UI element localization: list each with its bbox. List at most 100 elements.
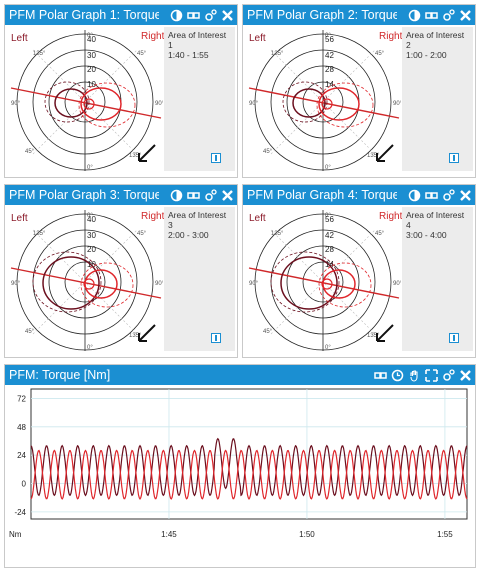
close-icon[interactable]: [459, 189, 472, 202]
settings-icon[interactable]: [204, 8, 217, 22]
settings-icon[interactable]: [442, 188, 455, 202]
angle-label: 90°: [155, 281, 163, 287]
polar-panel-title: PFM Polar Graph 2: Torque [Nm] - Le: [247, 8, 397, 22]
close-icon[interactable]: [459, 9, 472, 22]
right-loop-dashed: [78, 82, 136, 128]
torque-panel: PFM: Torque [Nm] 72 48 24 0 -24 1:45 1:50 1:55 N…: [4, 364, 476, 568]
r-tick-label: 28: [325, 245, 334, 254]
area-of-interest-box: Area of Interest 1 1:40 - 1:55: [164, 27, 235, 171]
time-range: 1:40 - 1:55: [168, 50, 209, 60]
angle-label: 0°: [325, 165, 331, 171]
area-of-interest-box: Area of Interest 3 2:00 - 3:00: [164, 207, 235, 351]
center-loop: [83, 278, 95, 290]
left-loop-dashed: [270, 251, 340, 313]
right-loop-dashed: [318, 262, 372, 308]
close-icon[interactable]: [459, 369, 472, 382]
force-axis-line: [10, 87, 162, 119]
angle-label: 135°: [129, 333, 142, 339]
close-icon[interactable]: [221, 189, 234, 202]
polar-panel-title: PFM Polar Graph 3: Torque [Nm] - Le: [9, 188, 159, 202]
direction-arrow-icon: [138, 144, 156, 162]
right-loop: [318, 87, 360, 121]
y-tick-label: 0: [22, 480, 27, 489]
time-range: 2:00 - 3:00: [168, 230, 209, 240]
torque-panel-title: PFM: Torque [Nm]: [9, 368, 111, 382]
r-tick-label: 56: [325, 215, 334, 224]
force-axis-line: [10, 267, 162, 299]
close-icon[interactable]: [221, 9, 234, 22]
area-label: Area of Interest 3: [168, 210, 227, 230]
r-tick-label: 42: [325, 231, 334, 240]
angle-label: 90°: [249, 281, 259, 287]
angle-label: 90°: [155, 101, 163, 107]
y-axis-label: Nm: [9, 530, 22, 539]
link-icon[interactable]: [425, 189, 438, 202]
polar-panel-header: PFM Polar Graph 4: Torque [Nm] - Le: [243, 185, 475, 205]
info-icon[interactable]: [211, 333, 221, 343]
center-loop: [321, 278, 333, 290]
link-icon[interactable]: [187, 9, 200, 22]
settings-icon[interactable]: [442, 8, 455, 22]
clock-icon[interactable]: [391, 369, 404, 382]
angle-label: 90°: [249, 101, 259, 107]
angle-label: 45°: [137, 51, 147, 57]
angle-label: 45°: [25, 329, 35, 335]
force-axis-line: [248, 267, 400, 299]
right-loop: [322, 269, 356, 299]
r-tick-label: 30: [87, 231, 96, 240]
right-label: Right: [141, 211, 165, 222]
angle-label: 135°: [129, 153, 142, 159]
contrast-icon[interactable]: [408, 189, 421, 202]
left-label: Left: [249, 33, 266, 44]
link-icon[interactable]: [374, 369, 387, 382]
left-loop-dashed: [32, 251, 102, 313]
r-tick-label: 20: [87, 245, 96, 254]
direction-arrow-icon: [138, 324, 156, 342]
right-loop: [84, 269, 118, 299]
link-icon[interactable]: [187, 189, 200, 202]
right-label: Right: [379, 31, 403, 42]
contrast-icon[interactable]: [408, 9, 421, 22]
y-tick-label: 24: [17, 451, 26, 460]
y-tick-label: 72: [17, 394, 26, 403]
angle-label: 0°: [325, 33, 331, 39]
info-icon[interactable]: [449, 153, 459, 163]
link-icon[interactable]: [425, 9, 438, 22]
angle-label: 45°: [263, 149, 273, 155]
info-icon[interactable]: [211, 153, 221, 163]
area-of-interest-box: Area of Interest 4 3:00 - 4:00: [402, 207, 473, 351]
area-label: Area of Interest 1: [168, 30, 227, 50]
angle-label: 135°: [33, 51, 46, 57]
contrast-icon[interactable]: [170, 9, 183, 22]
torque-series-1: [30, 437, 468, 497]
left-loop: [292, 88, 326, 118]
expand-icon[interactable]: [425, 368, 438, 382]
right-loop-dashed: [80, 262, 134, 308]
settings-icon[interactable]: [204, 188, 217, 202]
direction-arrow-icon: [376, 144, 394, 162]
angle-label: 135°: [33, 231, 46, 237]
angle-label: 0°: [87, 165, 93, 171]
r-tick-label: 42: [325, 51, 334, 60]
time-range: 3:00 - 4:00: [406, 230, 447, 240]
left-label: Left: [11, 33, 28, 44]
settings-icon[interactable]: [442, 368, 455, 382]
r-tick-label: 30: [87, 51, 96, 60]
y-tick-label: -24: [14, 508, 26, 517]
angle-label: 135°: [367, 333, 380, 339]
torque-panel-header: PFM: Torque [Nm]: [5, 365, 475, 385]
left-loop: [280, 256, 338, 310]
hand-icon[interactable]: [408, 369, 421, 382]
angle-label: 135°: [271, 51, 284, 57]
contrast-icon[interactable]: [170, 189, 183, 202]
right-loop-dashed: [316, 82, 374, 128]
info-icon[interactable]: [449, 333, 459, 343]
r-tick-label: 40: [87, 215, 96, 224]
polar-panel-1: PFM Polar Graph 1: Torque [Nm] - Le 40 30…: [4, 4, 238, 178]
time-range: 1:00 - 2:00: [406, 50, 447, 60]
angle-label: 45°: [263, 329, 273, 335]
